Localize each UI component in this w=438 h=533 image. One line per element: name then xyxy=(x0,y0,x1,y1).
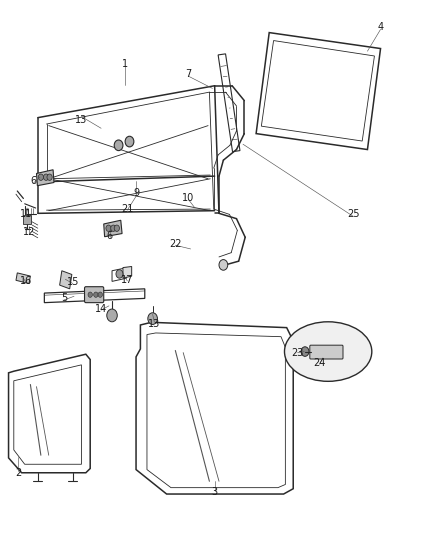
Text: 15: 15 xyxy=(67,278,79,287)
Circle shape xyxy=(94,292,98,297)
Text: 2: 2 xyxy=(15,468,21,478)
FancyBboxPatch shape xyxy=(310,345,343,359)
Circle shape xyxy=(114,225,120,231)
Circle shape xyxy=(301,347,309,357)
Polygon shape xyxy=(23,215,31,224)
Circle shape xyxy=(116,270,123,278)
Text: 13: 13 xyxy=(148,319,160,329)
Text: 7: 7 xyxy=(185,69,191,79)
Text: 16: 16 xyxy=(20,277,32,286)
Text: 17: 17 xyxy=(121,275,134,285)
Circle shape xyxy=(125,136,134,147)
Circle shape xyxy=(111,225,116,231)
Polygon shape xyxy=(36,169,54,185)
Polygon shape xyxy=(123,266,132,278)
Circle shape xyxy=(98,292,102,297)
Text: 23: 23 xyxy=(291,348,304,358)
Text: 3: 3 xyxy=(212,488,218,497)
Text: 6: 6 xyxy=(107,231,113,241)
Circle shape xyxy=(106,225,111,231)
Text: 25: 25 xyxy=(347,209,360,220)
Circle shape xyxy=(219,260,228,270)
Text: 13: 13 xyxy=(75,115,88,125)
Text: 14: 14 xyxy=(95,304,107,314)
Polygon shape xyxy=(60,271,72,289)
Circle shape xyxy=(148,313,157,325)
Text: 21: 21 xyxy=(121,204,134,214)
Polygon shape xyxy=(16,273,30,284)
Text: 24: 24 xyxy=(313,358,325,368)
Text: 9: 9 xyxy=(133,188,139,198)
Text: 6: 6 xyxy=(30,176,36,187)
Circle shape xyxy=(38,174,43,180)
Circle shape xyxy=(47,174,52,180)
Ellipse shape xyxy=(285,322,372,381)
Text: 1: 1 xyxy=(122,60,128,69)
Text: 5: 5 xyxy=(61,293,67,303)
Circle shape xyxy=(107,309,117,322)
Text: 12: 12 xyxy=(23,227,35,237)
Circle shape xyxy=(43,174,49,180)
Circle shape xyxy=(88,292,92,297)
Text: 10: 10 xyxy=(182,193,194,204)
Polygon shape xyxy=(104,220,122,237)
FancyBboxPatch shape xyxy=(85,287,104,303)
Circle shape xyxy=(114,140,123,151)
Text: 11: 11 xyxy=(20,209,32,220)
Text: 4: 4 xyxy=(378,22,384,33)
Text: 22: 22 xyxy=(169,239,182,249)
